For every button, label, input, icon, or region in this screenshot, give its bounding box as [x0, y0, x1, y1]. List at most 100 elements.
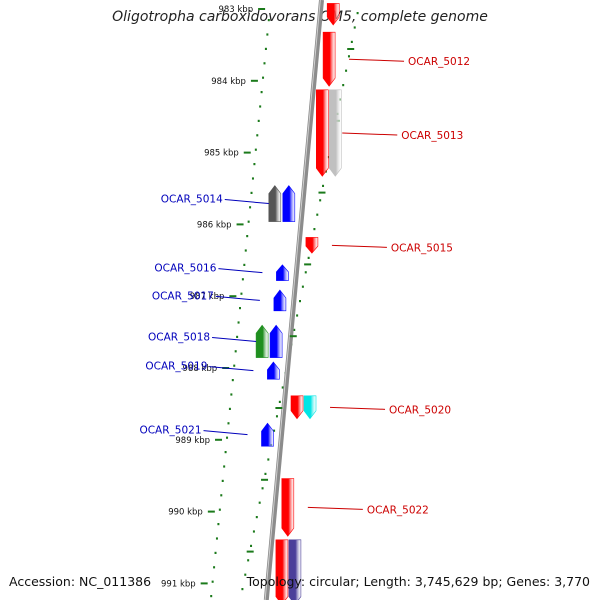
tick-dot [240, 292, 243, 295]
tick-dot [258, 501, 261, 504]
tick-dot [257, 119, 260, 122]
gene-label-leader [212, 336, 257, 342]
tick-dot [224, 451, 227, 454]
gene-arrow [255, 324, 269, 358]
tick-dot [228, 407, 231, 410]
tick-dot [342, 84, 345, 87]
inner-tick-dots [210, 19, 270, 598]
tick-dot [256, 134, 259, 137]
gene-label: OCAR_5022 [367, 504, 429, 516]
gene-label-leader [209, 366, 254, 372]
tick-dot [264, 47, 267, 50]
tick-dot [254, 148, 257, 151]
kbp-tick-label: 983 kbp [218, 5, 253, 15]
gene-arrow [267, 361, 280, 380]
tick-dot [278, 400, 281, 403]
gene-arrow [305, 237, 319, 254]
genome-title: Oligotropha carboxidovorans OM5, complet… [112, 9, 488, 25]
tick-dot [251, 177, 254, 180]
tick-dot [255, 516, 258, 519]
gene-label: OCAR_5012 [408, 56, 470, 68]
tick-dot [244, 573, 247, 576]
gene-arrow [268, 185, 282, 222]
tick-dot [250, 191, 253, 194]
tick-dot [227, 422, 230, 425]
kbp-tick-label: 986 kbp [197, 220, 232, 230]
tick-dot [244, 249, 247, 252]
tick-dot [253, 163, 256, 166]
tick-dot [293, 328, 296, 331]
gene-arrow [276, 264, 289, 281]
tick-dot [241, 588, 244, 591]
gene-arrow [273, 289, 287, 312]
gene-label-leader [349, 58, 405, 62]
gene-arrow [269, 324, 283, 358]
tick-dot [262, 76, 265, 79]
kbp-tick-label: 991 kbp [161, 579, 196, 589]
topology-text: Topology: circular; Length: 3,745,629 bp… [246, 574, 590, 589]
tick-dot [247, 220, 250, 223]
gene-arrow [315, 89, 329, 177]
kbp-ticks: 983 kbp 984 kbp 985 kbp 986 kbp 987 kbp 988 k… [161, 5, 355, 589]
tick-dot [299, 300, 301, 303]
kbp-tick-label: 990 kbp [168, 508, 203, 518]
tick-dot [211, 580, 214, 583]
gene-arrow [261, 422, 274, 447]
tick-dot [275, 415, 278, 418]
tick-dot [252, 530, 255, 533]
tick-dot [327, 156, 330, 159]
gene-label: OCAR_5016 [154, 263, 216, 275]
tick-dot [322, 184, 325, 187]
tick-dot [304, 271, 307, 274]
tick-dot [296, 314, 299, 317]
tick-dot [353, 26, 356, 29]
tick-dot [230, 393, 233, 396]
tick-dot [220, 494, 223, 497]
tick-dot [264, 472, 267, 475]
genome-backbone [263, 0, 324, 600]
tick-dot [217, 523, 220, 526]
tick-dot [356, 12, 359, 15]
tick-dot [226, 436, 229, 439]
tick-dot [345, 69, 348, 72]
gene-label: OCAR_5020 [389, 404, 451, 416]
gene-features [255, 3, 342, 600]
gene-label: OCAR_5017 [152, 290, 214, 302]
tick-dot [281, 386, 284, 389]
backbone-line [263, 0, 324, 600]
gene-label-leader [218, 268, 263, 274]
gene-label: OCAR_5013 [401, 130, 463, 142]
gene-arrow [281, 478, 295, 537]
kbp-tick-label: 987 kbp [190, 292, 225, 302]
gene-arrow [290, 395, 304, 420]
kbp-tick-label: 985 kbp [204, 149, 239, 159]
gene-label-leader [342, 132, 398, 136]
gene-arrow [288, 539, 302, 600]
tick-dot [213, 566, 216, 569]
gene-label-leader [215, 295, 260, 301]
tick-dot [307, 256, 310, 259]
gene-arrow [275, 539, 289, 600]
tick-dot [316, 213, 319, 216]
kbp-tick-label: 984 kbp [211, 77, 246, 87]
tick-dot [250, 544, 253, 547]
gene-label: OCAR_5018 [148, 331, 210, 343]
tick-dot [246, 235, 249, 238]
tick-dot [215, 537, 218, 540]
backbone-highlight [264, 0, 321, 600]
gene-arrow [326, 3, 340, 26]
tick-dot [313, 228, 316, 231]
tick-dot [241, 278, 244, 281]
tick-dot [243, 263, 246, 266]
tick-dot [347, 55, 350, 58]
tick-dot [249, 206, 252, 209]
gene-label-leader [203, 430, 248, 436]
tick-dot [273, 429, 276, 432]
gene-label-leader [330, 406, 386, 410]
gene-arrow [282, 185, 296, 222]
tick-dot [214, 551, 217, 554]
tick-dot [234, 350, 237, 353]
tick-dot [247, 559, 250, 562]
